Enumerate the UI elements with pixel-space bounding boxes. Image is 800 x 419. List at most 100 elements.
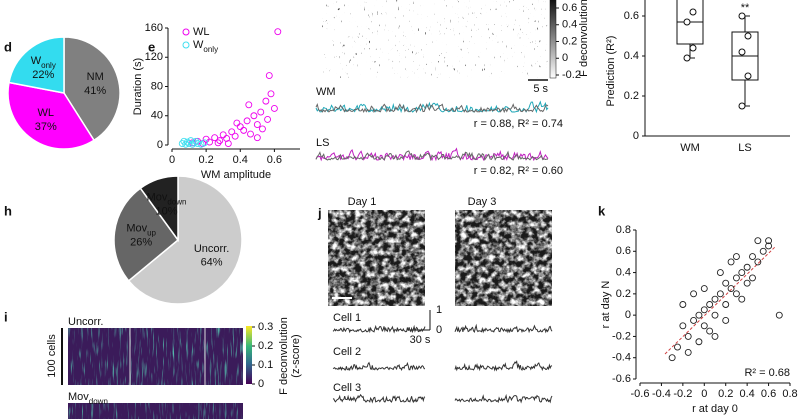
point (732, 253, 740, 261)
y-axis-label: 100 cells (46, 334, 58, 378)
panel-label: k (598, 203, 606, 218)
y-tick-label: 80 (151, 80, 163, 92)
point (247, 130, 254, 138)
point (749, 253, 756, 261)
slice-label: Movup (126, 222, 156, 237)
colorbar-tick-label: -0.2 (562, 69, 581, 81)
y-tick-label: -0.2 (612, 330, 631, 342)
legend-label-sub: only (203, 45, 218, 54)
panel-label: j (317, 205, 322, 220)
point (722, 301, 730, 308)
colorbar-label: F deconvolution (278, 317, 290, 395)
y-tick-label: 0 (625, 309, 631, 321)
pie-slice (113, 187, 180, 282)
point (245, 101, 253, 109)
point (674, 343, 681, 351)
legend-label-main: WL (193, 26, 210, 38)
x-tick-label: 0.4 (739, 388, 754, 400)
y-tick-label: 0 (633, 130, 639, 142)
slice-label: Wonly (31, 55, 56, 70)
x-tick-label: LS (738, 142, 751, 154)
point (722, 279, 730, 287)
colorbar (549, 0, 557, 79)
day-label: Day 1 (348, 196, 377, 208)
point (679, 301, 687, 308)
point (700, 285, 708, 292)
point (264, 115, 272, 123)
y-axis-label: r at day N (600, 281, 612, 329)
slice-label: Movdown (147, 192, 187, 207)
point (684, 348, 692, 356)
point (765, 242, 773, 250)
point (754, 237, 762, 245)
point (206, 138, 213, 146)
trace-label: LS (316, 137, 329, 149)
point (695, 338, 703, 346)
y-axis-label: Prediction (R²) (605, 36, 617, 107)
group-title-sub: down (89, 397, 108, 406)
x-tick-label: 0.6 (267, 154, 282, 166)
point (732, 274, 740, 282)
point (732, 290, 740, 298)
scale-label: 1 (436, 304, 442, 316)
point (775, 311, 783, 319)
trace-stats: r = 0.82, R² = 0.60 (474, 165, 563, 177)
point (727, 258, 735, 266)
y-tick-label: 0 (157, 139, 163, 151)
trace (315, 150, 548, 162)
x-tick-label: 0.2 (198, 154, 213, 166)
scale-label: 30 s (410, 334, 431, 346)
point (270, 104, 278, 112)
point (706, 301, 714, 308)
x-tick-label: 0 (701, 388, 707, 400)
point (683, 54, 691, 62)
y-tick-label: -0.4 (612, 352, 631, 364)
slice-value: 41% (84, 85, 106, 97)
y-tick-label: 0.6 (616, 245, 631, 257)
colorbar-label: F deconvolution (578, 0, 590, 77)
legend-marker (182, 41, 190, 49)
point (706, 327, 714, 335)
point (265, 72, 273, 79)
x-tick-label: WM (680, 142, 700, 154)
colorbar-tick-label: 0.2 (562, 35, 577, 47)
scale-label: 5 s (533, 83, 548, 95)
point (679, 322, 687, 330)
point (689, 44, 697, 52)
y-tick-label: 0.2 (616, 288, 631, 300)
slice-value: 10% (156, 206, 178, 218)
point (243, 117, 251, 125)
point (711, 295, 719, 303)
point (257, 108, 265, 116)
box (676, 0, 704, 45)
point (253, 134, 261, 142)
point (690, 317, 698, 324)
cell-label: Cell 1 (333, 312, 361, 324)
point (700, 306, 708, 314)
trace (332, 393, 426, 404)
x-tick-label: -0.6 (631, 388, 650, 400)
legend-label-main: W (193, 39, 204, 51)
y-tick-label: 40 (151, 110, 163, 122)
significance: ** (741, 2, 750, 14)
point (250, 112, 258, 120)
y-tick-label: 0.4 (624, 50, 639, 62)
slice-label-main: WL (37, 107, 54, 119)
slice-label-main: Mov (126, 222, 147, 234)
slice-value: 22% (32, 69, 54, 81)
point (711, 332, 719, 340)
point (754, 258, 762, 266)
y-tick-label: 0.4 (616, 266, 631, 278)
point (684, 332, 692, 340)
point (253, 121, 261, 128)
image (328, 210, 425, 306)
y-axis-label: Duration (s) (132, 58, 144, 115)
colorbar-tick-label: 0.1 (258, 359, 273, 371)
point (187, 137, 195, 145)
group-title-main: Uncorr. (68, 316, 103, 328)
point (690, 290, 698, 298)
point (716, 269, 724, 277)
colorbar-tick-label: 0.2 (258, 340, 273, 352)
point (722, 317, 730, 324)
point (240, 126, 248, 134)
